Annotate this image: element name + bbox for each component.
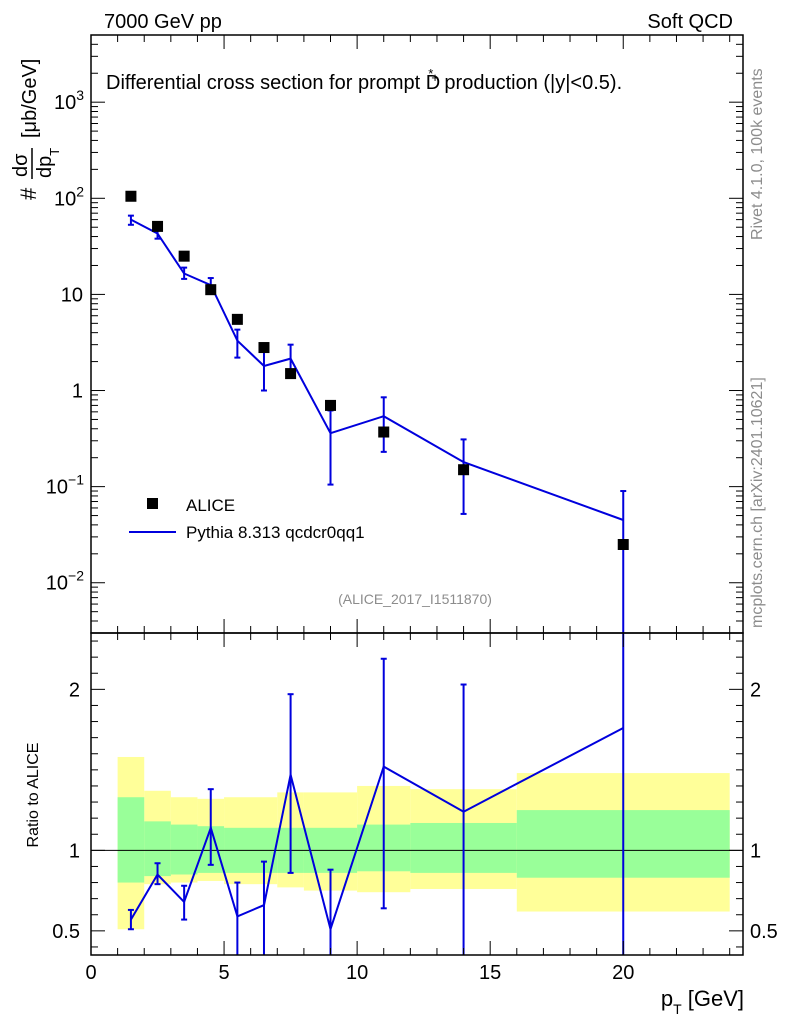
alice-data-point: [205, 284, 217, 296]
legend-marker-alice: [147, 498, 158, 509]
alice-data-point: [258, 342, 270, 354]
alice-data-point: [325, 399, 337, 411]
plot-title: Differential cross section for prompt D*…: [106, 66, 622, 94]
y-tick-label: 102: [54, 183, 84, 210]
x-tick-label: 5: [218, 962, 229, 984]
legend-label-alice: ALICE: [186, 496, 235, 515]
legend: ALICE Pythia 8.313 qcdcr0qq1: [129, 496, 365, 542]
alice-data-point: [125, 190, 137, 202]
ratio-y-tick-label-left: 2: [69, 679, 80, 701]
y-tick-label: 1: [72, 381, 83, 403]
x-tick-label: 15: [479, 962, 501, 984]
x-axis-label: pT [GeV]: [661, 986, 744, 1017]
alice-data-point: [458, 464, 470, 476]
ratio-y-axis-label: Ratio to ALICE: [25, 743, 42, 848]
main-plot-frame: [90, 34, 744, 634]
ratio-plot-frame: [90, 632, 744, 956]
uncertainty-band-inner: [170, 824, 198, 875]
ratio-plot-panel: 0.5 0.5 1 1 2 2 0 5 10 15 20 Ratio to ALICE pT [G…: [25, 632, 778, 1017]
pythia-curve: [130, 218, 624, 521]
main-plot-panel: 10−2 10−1 1 10 102 103 Differential cross sec…: [10, 34, 744, 634]
alice-data-point: [378, 426, 390, 438]
main-y-axis-label: # dσ dpT [μb/GeV]: [10, 59, 62, 200]
main-plot-ticks: [90, 34, 743, 634]
x-tick-label: 10: [346, 962, 368, 984]
ratio-y-tick-label-left: 1: [69, 840, 80, 862]
y-label-hash: #: [16, 187, 41, 200]
alice-data-point: [152, 220, 164, 232]
legend-label-pythia: Pythia 8.313 qcdcr0qq1: [186, 523, 365, 542]
x-tick-labels: 0 5 10 15 20: [85, 962, 634, 984]
rivet-version-label: Rivet 4.1.0, 100k events: [749, 68, 766, 240]
main-plot-content: [125, 190, 629, 633]
alice-data-point: [285, 368, 297, 380]
ratio-y-tick-label-right: 2: [750, 679, 761, 701]
alice-data-point: [231, 313, 243, 325]
y-label-numerator: dσ: [10, 153, 32, 177]
analysis-id-watermark: (ALICE_2017_I1511870): [338, 591, 492, 607]
alice-data-point: [617, 538, 629, 550]
y-tick-label: 10−2: [46, 568, 84, 595]
y-tick-label: 103: [54, 87, 84, 114]
alice-data-point: [178, 250, 190, 262]
ratio-y-tick-label-right: 0.5: [750, 921, 778, 943]
y-tick-label: 10: [61, 284, 83, 306]
uncertainty-band-inner: [117, 797, 145, 883]
header-right: Soft QCD: [647, 11, 733, 33]
ratio-y-tick-labels: 0.5 0.5 1 1 2 2: [52, 679, 778, 943]
header-left: 7000 GeV pp: [104, 11, 222, 33]
y-label-denominator: dpT: [34, 148, 62, 178]
x-tick-label: 20: [612, 962, 634, 984]
ratio-plot-ticks: [90, 633, 743, 955]
ratio-y-tick-label-right: 1: [750, 840, 761, 862]
ratio-plot-content: [91, 633, 743, 955]
ratio-y-tick-label-left: 0.5: [52, 921, 80, 943]
x-tick-label: 0: [85, 962, 96, 984]
y-label-unit: [μb/GeV]: [19, 59, 41, 138]
y-tick-label: 10−1: [46, 472, 84, 499]
mcplots-label: mcplots.cern.ch [arXiv:2401.10621]: [749, 377, 766, 628]
main-y-tick-labels: 10−2 10−1 1 10 102 103: [46, 87, 84, 595]
